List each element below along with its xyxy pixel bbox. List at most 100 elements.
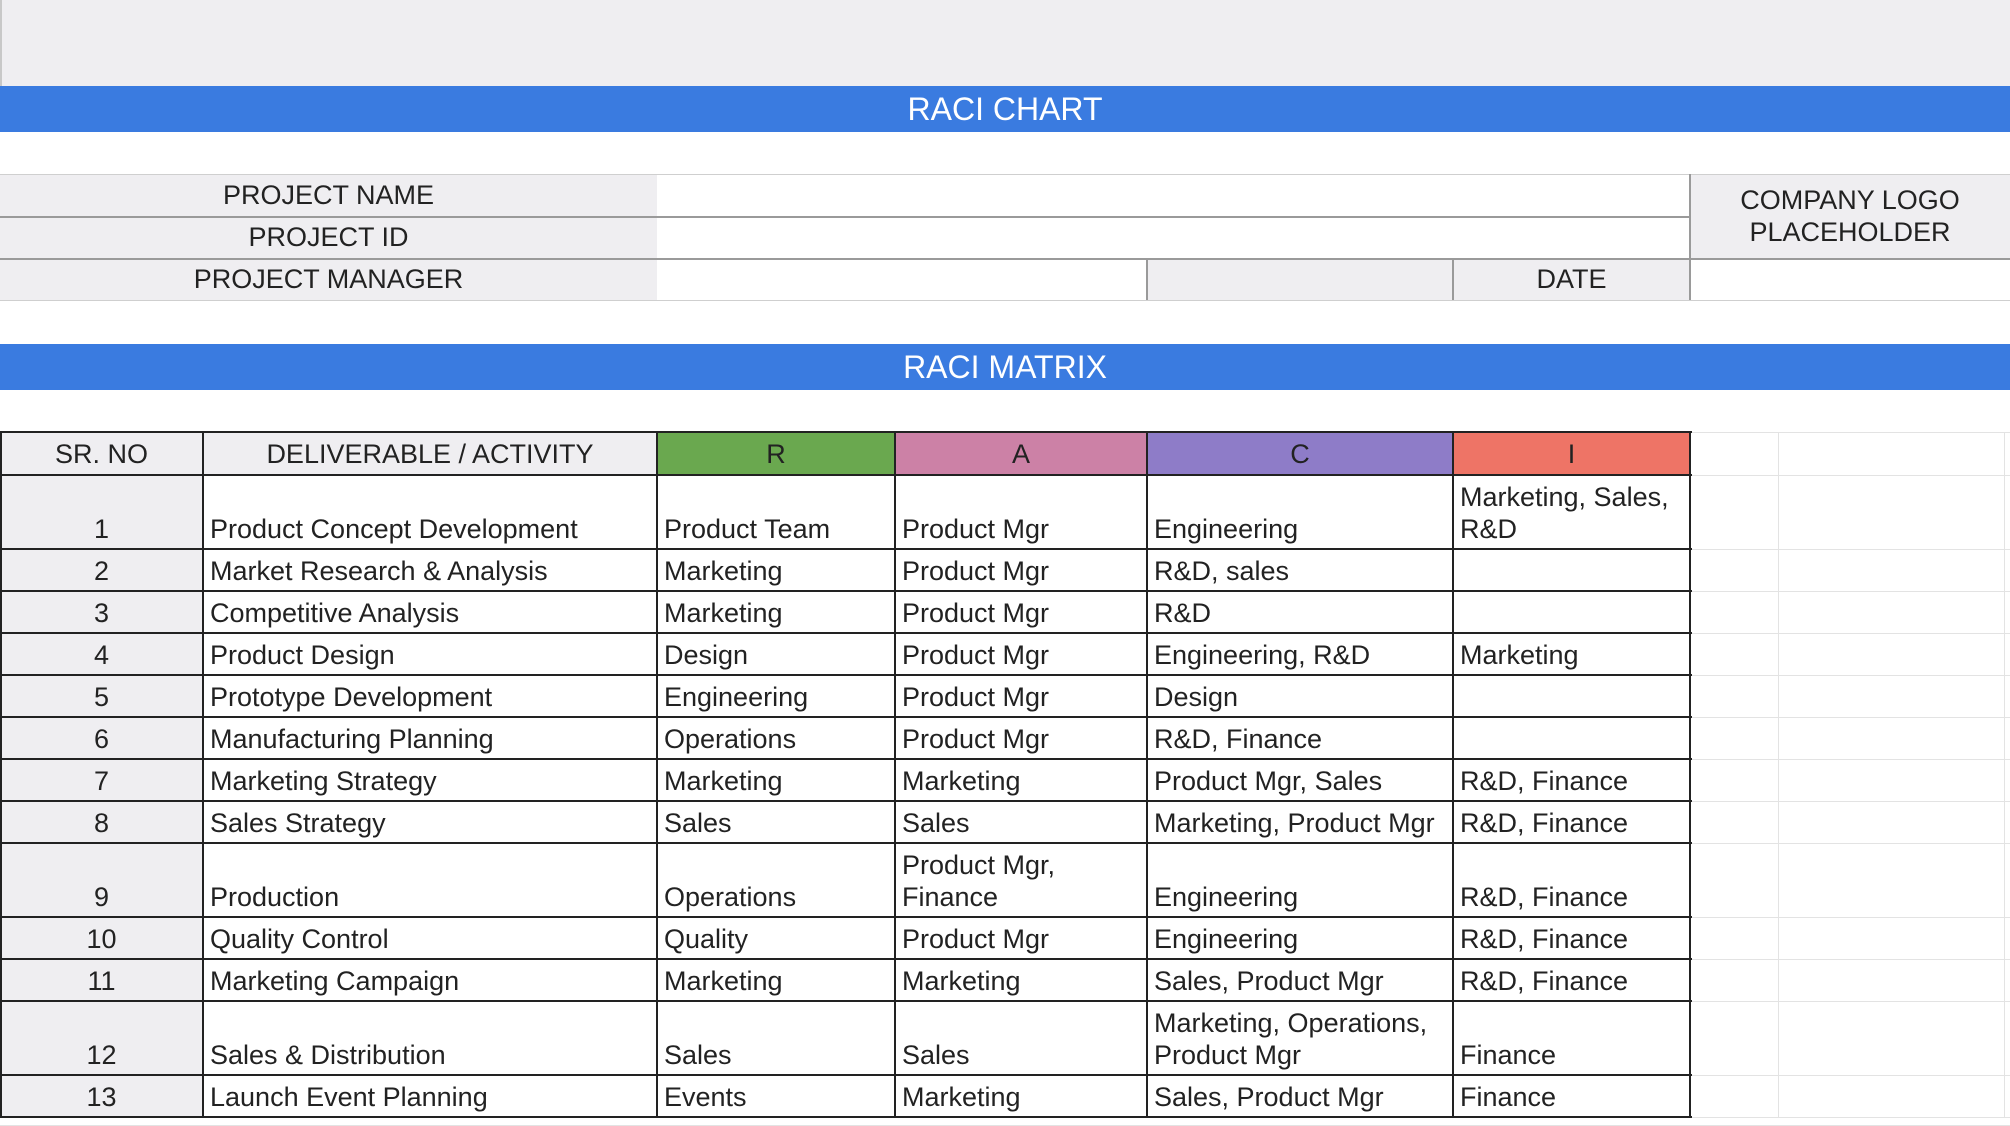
row-11-c-cell[interactable]: Sales, Product Mgr: [1147, 959, 1453, 1001]
row-12-a-cell[interactable]: Sales: [895, 1001, 1147, 1075]
row-13-sr-cell[interactable]: 13: [0, 1075, 203, 1117]
row-9-r-cell[interactable]: Operations: [657, 843, 895, 917]
grid-line: [0, 1116, 1692, 1118]
row-11-sr-cell[interactable]: 11: [0, 959, 203, 1001]
row-10-a-cell[interactable]: Product Mgr: [895, 917, 1147, 959]
row-8-a-cell[interactable]: Sales: [895, 801, 1147, 843]
row-3-i-cell[interactable]: [1453, 591, 1690, 633]
grid-line: [0, 632, 1692, 634]
row-11-activity-cell[interactable]: Marketing Campaign: [203, 959, 657, 1001]
grid-line: [894, 431, 896, 1118]
row-13-c-cell[interactable]: Sales, Product Mgr: [1147, 1075, 1453, 1117]
row-2-r-cell[interactable]: Marketing: [657, 549, 895, 591]
row-7-sr-cell[interactable]: 7: [0, 759, 203, 801]
manager-extra-cell: [1147, 258, 1453, 300]
row-6-r-cell[interactable]: Operations: [657, 717, 895, 759]
grid-line: [0, 716, 1692, 718]
row-8-activity-cell[interactable]: Sales Strategy: [203, 801, 657, 843]
row-3-sr-cell[interactable]: 3: [0, 591, 203, 633]
row-8-c-cell[interactable]: Marketing, Product Mgr: [1147, 801, 1453, 843]
grid-line: [1778, 432, 1779, 1117]
row-12-sr-cell[interactable]: 12: [0, 1001, 203, 1075]
row-4-activity-cell[interactable]: Product Design: [203, 633, 657, 675]
row-3-activity-cell[interactable]: Competitive Analysis: [203, 591, 657, 633]
row-3-c-cell[interactable]: R&D: [1147, 591, 1453, 633]
grid-line: [1452, 258, 1454, 300]
row-6-activity-cell[interactable]: Manufacturing Planning: [203, 717, 657, 759]
row-11-r-cell[interactable]: Marketing: [657, 959, 895, 1001]
row-1-i-cell[interactable]: Marketing, Sales, R&D: [1453, 475, 1690, 549]
grid-line: [1690, 917, 2010, 918]
grid-line: [0, 1000, 1692, 1002]
project-manager-field[interactable]: [657, 258, 1147, 300]
row-5-r-cell[interactable]: Engineering: [657, 675, 895, 717]
grid-line: [0, 800, 1692, 802]
row-5-activity-cell[interactable]: Prototype Development: [203, 675, 657, 717]
row-8-sr-cell[interactable]: 8: [0, 801, 203, 843]
row-1-a-cell[interactable]: Product Mgr: [895, 475, 1147, 549]
row-13-r-cell[interactable]: Events: [657, 1075, 895, 1117]
row-5-c-cell[interactable]: Design: [1147, 675, 1453, 717]
row-8-r-cell[interactable]: Sales: [657, 801, 895, 843]
row-4-c-cell[interactable]: Engineering, R&D: [1147, 633, 1453, 675]
grid-line: [1690, 633, 2010, 634]
row-2-i-cell[interactable]: [1453, 549, 1690, 591]
row-2-sr-cell[interactable]: 2: [0, 549, 203, 591]
grid-line: [0, 474, 1692, 476]
row-10-c-cell[interactable]: Engineering: [1147, 917, 1453, 959]
row-7-a-cell[interactable]: Marketing: [895, 759, 1147, 801]
row-4-i-cell[interactable]: Marketing: [1453, 633, 1690, 675]
date-field[interactable]: [1690, 258, 2010, 300]
row-7-activity-cell[interactable]: Marketing Strategy: [203, 759, 657, 801]
row-6-sr-cell[interactable]: 6: [0, 717, 203, 759]
row-9-a-cell[interactable]: Product Mgr, Finance: [895, 843, 1147, 917]
row-6-a-cell[interactable]: Product Mgr: [895, 717, 1147, 759]
row-4-sr-cell[interactable]: 4: [0, 633, 203, 675]
row-12-i-cell[interactable]: Finance: [1453, 1001, 1690, 1075]
grid-line: [0, 758, 1692, 760]
row-7-r-cell[interactable]: Marketing: [657, 759, 895, 801]
row-5-i-cell[interactable]: [1453, 675, 1690, 717]
row-12-r-cell[interactable]: Sales: [657, 1001, 895, 1075]
row-13-a-cell[interactable]: Marketing: [895, 1075, 1147, 1117]
row-11-a-cell[interactable]: Marketing: [895, 959, 1147, 1001]
row-10-r-cell[interactable]: Quality: [657, 917, 895, 959]
row-3-a-cell[interactable]: Product Mgr: [895, 591, 1147, 633]
row-12-c-cell[interactable]: Marketing, Operations, Product Mgr: [1147, 1001, 1453, 1075]
row-3-r-cell[interactable]: Marketing: [657, 591, 895, 633]
row-10-i-cell[interactable]: R&D, Finance: [1453, 917, 1690, 959]
row-13-activity-cell[interactable]: Launch Event Planning: [203, 1075, 657, 1117]
row-11-i-cell[interactable]: R&D, Finance: [1453, 959, 1690, 1001]
project-id-field[interactable]: [657, 216, 1690, 258]
row-10-sr-cell[interactable]: 10: [0, 917, 203, 959]
row-6-i-cell[interactable]: [1453, 717, 1690, 759]
row-6-c-cell[interactable]: R&D, Finance: [1147, 717, 1453, 759]
row-9-i-cell[interactable]: R&D, Finance: [1453, 843, 1690, 917]
row-13-i-cell[interactable]: Finance: [1453, 1075, 1690, 1117]
row-7-i-cell[interactable]: R&D, Finance: [1453, 759, 1690, 801]
grid-line: [202, 431, 204, 1118]
row-4-a-cell[interactable]: Product Mgr: [895, 633, 1147, 675]
row-1-sr-cell[interactable]: 1: [0, 475, 203, 549]
row-1-c-cell[interactable]: Engineering: [1147, 475, 1453, 549]
row-9-activity-cell[interactable]: Production: [203, 843, 657, 917]
row-12-activity-cell[interactable]: Sales & Distribution: [203, 1001, 657, 1075]
row-4-r-cell[interactable]: Design: [657, 633, 895, 675]
row-5-a-cell[interactable]: Product Mgr: [895, 675, 1147, 717]
grid-line: [0, 548, 1692, 550]
row-7-c-cell[interactable]: Product Mgr, Sales: [1147, 759, 1453, 801]
row-2-a-cell[interactable]: Product Mgr: [895, 549, 1147, 591]
row-2-c-cell[interactable]: R&D, sales: [1147, 549, 1453, 591]
row-1-r-cell[interactable]: Product Team: [657, 475, 895, 549]
row-9-sr-cell[interactable]: 9: [0, 843, 203, 917]
company-logo-placeholder: COMPANY LOGO PLACEHOLDER: [1690, 174, 2010, 258]
row-8-i-cell[interactable]: R&D, Finance: [1453, 801, 1690, 843]
row-2-activity-cell[interactable]: Market Research & Analysis: [203, 549, 657, 591]
grid-line: [0, 431, 1692, 433]
row-1-activity-cell[interactable]: Product Concept Development: [203, 475, 657, 549]
row-5-sr-cell[interactable]: 5: [0, 675, 203, 717]
project-name-field[interactable]: [657, 174, 1690, 216]
row-10-activity-cell[interactable]: Quality Control: [203, 917, 657, 959]
project-id-label: PROJECT ID: [0, 216, 657, 258]
row-9-c-cell[interactable]: Engineering: [1147, 843, 1453, 917]
